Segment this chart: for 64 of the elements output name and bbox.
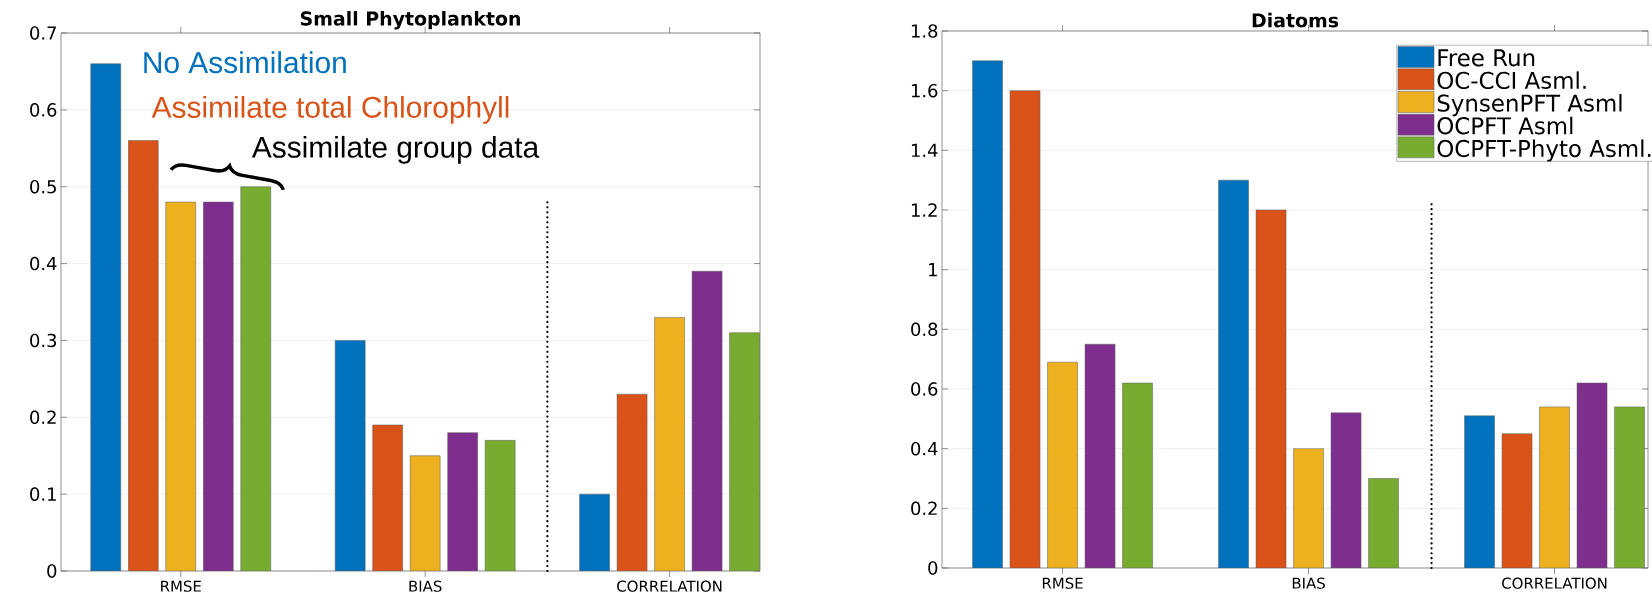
bar (691, 271, 723, 571)
x-tick-label: RMSE (161, 580, 201, 592)
y-tick-label: 0.6 (30, 103, 57, 117)
bar (1614, 406, 1645, 568)
annotation: No Assimilation (144, 51, 346, 74)
bar (1576, 382, 1608, 568)
chart-title: Diatoms (1252, 12, 1339, 28)
y-tick-label: 0.1 (30, 487, 56, 501)
y-tick-label: 1.4 (911, 143, 938, 157)
x-tick-label: CORRELATION (1502, 577, 1607, 589)
y-tick-label: 0.4 (911, 441, 938, 456)
y-tick-label: 0 (928, 561, 938, 575)
bar (1218, 179, 1249, 568)
bar (484, 440, 516, 571)
bar (203, 201, 234, 571)
bar (1330, 412, 1362, 568)
bar (334, 340, 366, 571)
x-tick-label: RMSE (1042, 577, 1083, 589)
bar (1047, 361, 1078, 568)
annotation: Assimilate total Chlorophyll (151, 95, 509, 124)
x-tick-label: CORRELATION (617, 580, 722, 592)
x-tick-label: BIAS (1292, 577, 1325, 589)
y-tick-label: 0 (47, 564, 57, 578)
legend-label: SynsenPFT Asml (1437, 94, 1622, 117)
bar (616, 393, 648, 571)
bar (729, 332, 760, 571)
bar (1255, 209, 1287, 568)
bar (165, 201, 197, 571)
legend-label: OCPFT Asml (1437, 116, 1573, 135)
bar (579, 493, 610, 571)
bar (1009, 90, 1041, 568)
bar (1293, 448, 1324, 568)
y-tick-label: 0.7 (30, 26, 56, 40)
y-tick-label: 1.6 (911, 83, 938, 98)
legend-label: OC-CCI Asml. (1437, 71, 1586, 90)
bar (1368, 478, 1399, 568)
bar (1501, 433, 1533, 568)
annotation: Assimilate group data (251, 135, 540, 164)
y-tick-label: 0.6 (911, 382, 938, 396)
bar (1539, 406, 1570, 568)
bar (1464, 415, 1495, 568)
bar (240, 186, 272, 571)
y-tick-label: 0.8 (911, 322, 938, 337)
bar (372, 424, 403, 571)
y-tick-label: 1.8 (911, 24, 938, 38)
y-tick-label: 0.5 (30, 179, 56, 194)
x-tick-label: BIAS (409, 580, 442, 592)
bar (1084, 344, 1116, 568)
bar (90, 63, 122, 571)
bar (447, 432, 478, 571)
legend-label: Free Run (1438, 49, 1535, 67)
legend-label: OCPFT-Phyto Asml. (1437, 139, 1651, 162)
bar (972, 60, 1003, 568)
chart-title: Small Phytoplankton (300, 11, 520, 30)
y-tick-label: 0.4 (30, 256, 57, 271)
bar (654, 317, 685, 571)
bar (1122, 382, 1153, 568)
y-tick-label: 0.2 (911, 501, 937, 516)
y-tick-label: 0.3 (30, 333, 57, 348)
bar (409, 455, 441, 571)
y-tick-label: 1.2 (911, 203, 937, 217)
y-tick-label: 0.2 (30, 410, 56, 425)
y-tick-label: 1 (929, 263, 937, 277)
bar (128, 140, 159, 571)
